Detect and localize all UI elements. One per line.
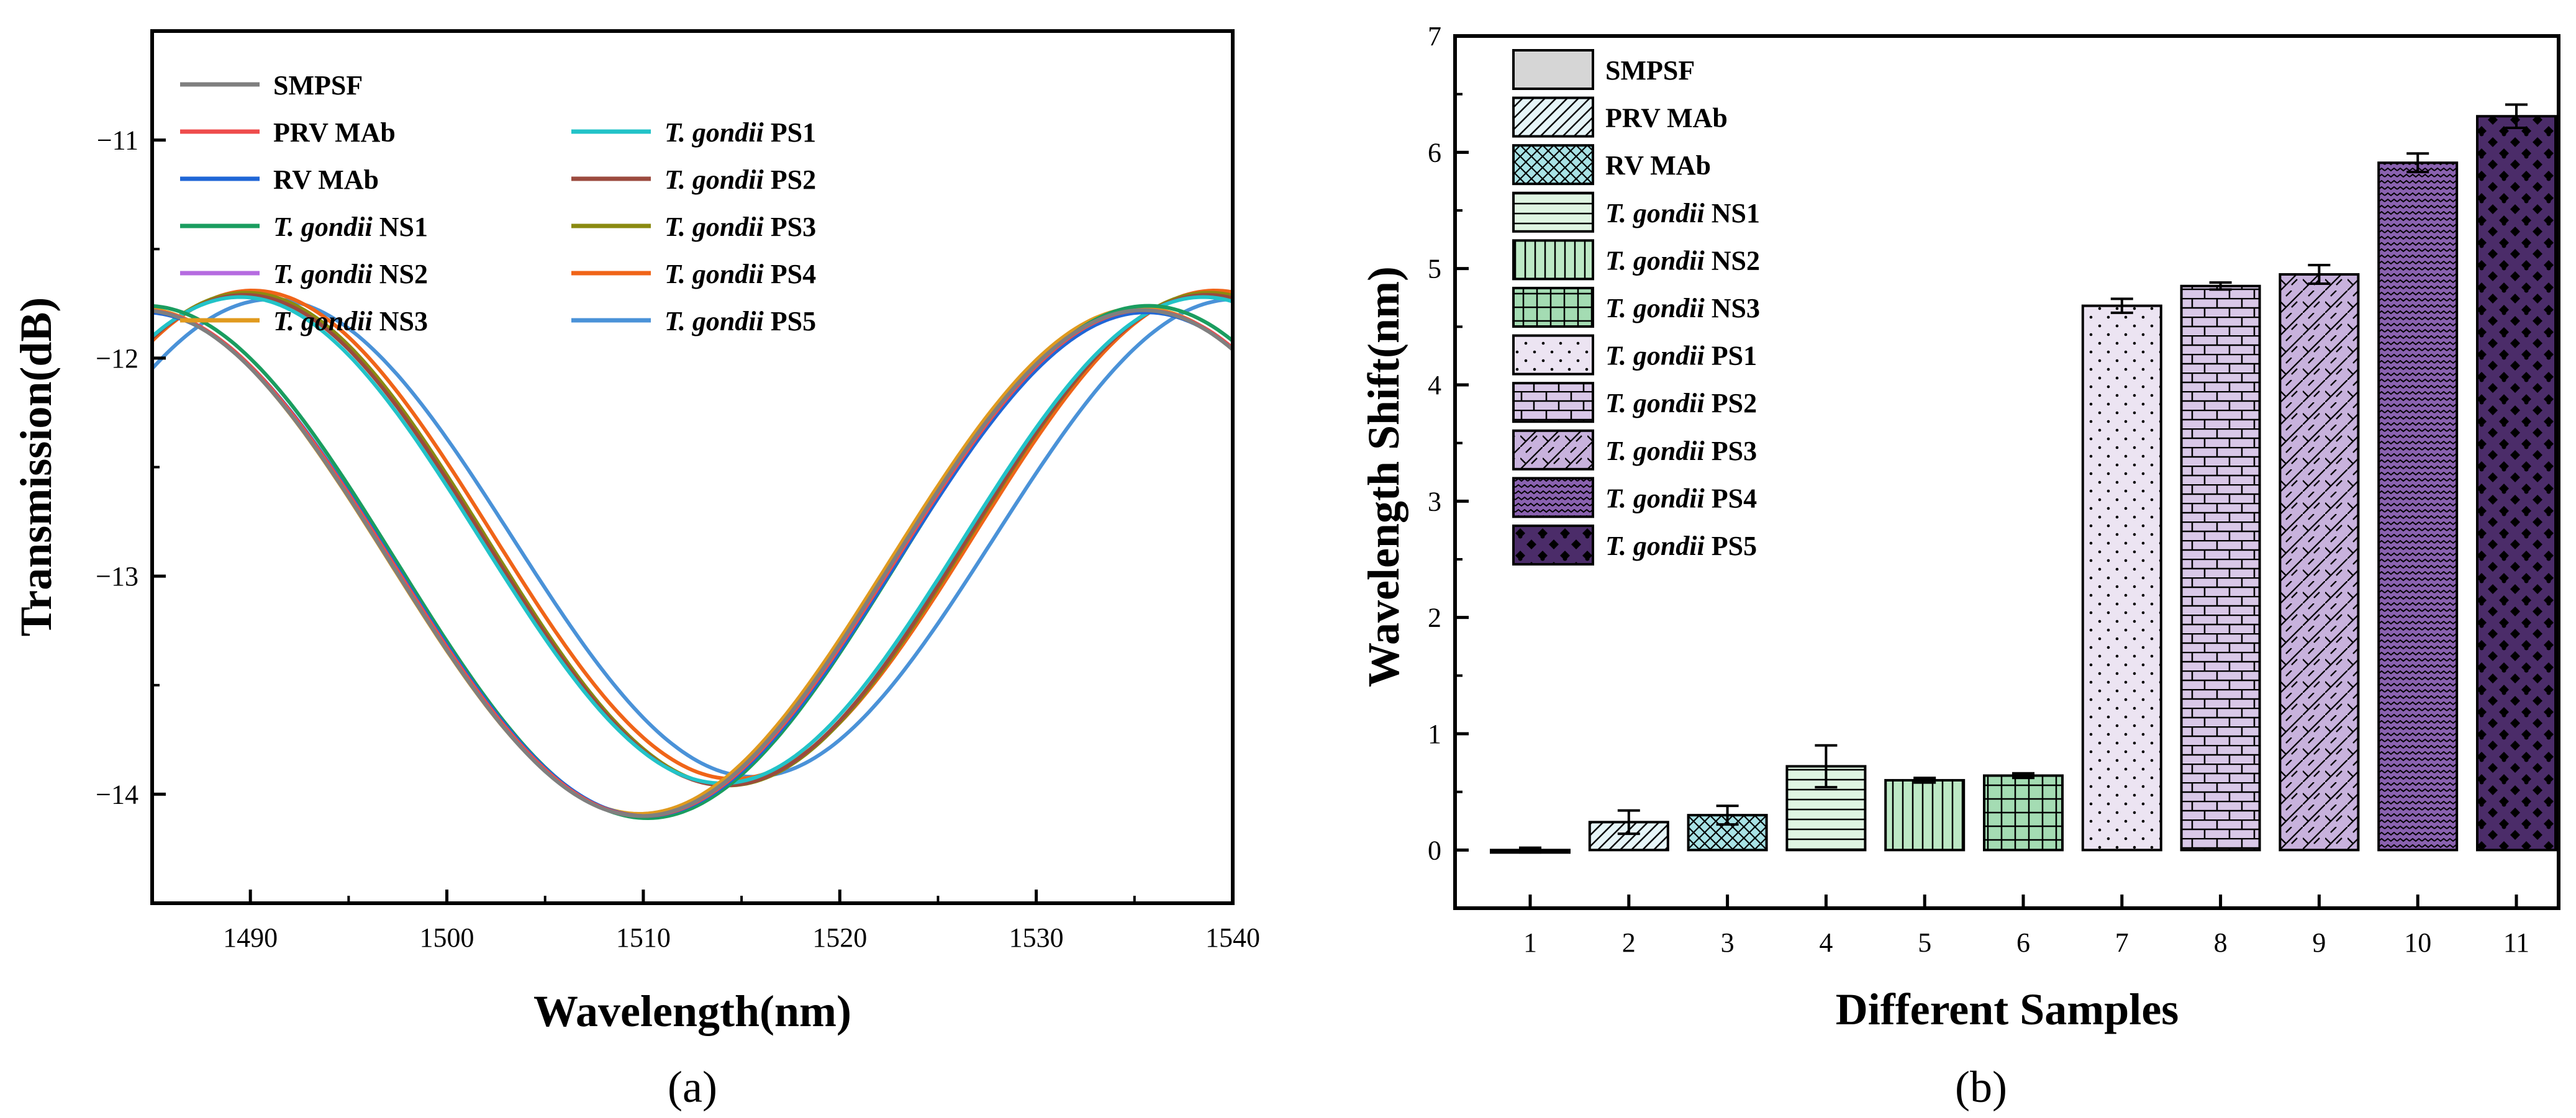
- panel-a-legend-label: T. gondii PS2: [664, 165, 816, 195]
- panel-a-x-tick-label: 1540: [1205, 922, 1260, 953]
- panel-b-legend-label: RV MAb: [1605, 150, 1711, 181]
- panel-a-line-chart: 1490 1500 1510 1520 1530 1540 −14 −13 −12 −11 SMP…: [11, 29, 1260, 1112]
- panel-b-x-tick-label: 1: [1523, 927, 1537, 958]
- panel-a-series-line: [152, 308, 1233, 818]
- panel-a-series-line: [152, 288, 1233, 781]
- panel-b-legend-swatch: [1512, 191, 1594, 233]
- panel-a-legend-label: SMPSF: [273, 70, 363, 101]
- panel-b-legend-swatch: [1512, 287, 1594, 328]
- panel-b-legend-swatch: [1512, 144, 1594, 186]
- panel-a-series-line: [152, 304, 1233, 821]
- panel-b-legend-swatch: [1512, 429, 1594, 471]
- panel-b-x-tick-label: 7: [2115, 927, 2129, 958]
- panel-b-y-tick-label: 0: [1428, 835, 1441, 865]
- panel-a-legend-label: T. gondii PS4: [664, 259, 816, 289]
- panel-b-legend-swatch: [1512, 334, 1594, 376]
- panel-a-y-tick-label: −12: [96, 343, 138, 374]
- panel-b-legend-label: T. gondii PS1: [1605, 341, 1757, 371]
- panel-a-legend-label: PRV MAb: [273, 117, 396, 148]
- panel-b-bars: [1490, 103, 2557, 854]
- panel-a-x-axis-title: Wavelength(nm): [533, 986, 851, 1036]
- panel-b-bar: [2377, 161, 2459, 852]
- panel-b-legend-swatch: [1512, 477, 1594, 518]
- panel-a-series-line: [152, 310, 1233, 818]
- panel-b-bar: [1983, 774, 2064, 852]
- panel-b-y-tick-label: 7: [1428, 21, 1441, 52]
- panel-b-legend-label: SMPSF: [1605, 55, 1695, 86]
- panel-b-legend-swatch: [1512, 525, 1594, 566]
- panel-b-legend-swatch: [1512, 382, 1594, 423]
- panel-b-bar: [2180, 284, 2261, 852]
- panel-a-y-tick-label: −14: [96, 779, 138, 809]
- panel-b-legend-label: T. gondii PS3: [1605, 436, 1757, 466]
- panel-a-x-tick-label: 1520: [812, 922, 867, 953]
- panel-b-x-tick-label: 6: [2016, 927, 2030, 958]
- panel-a-legend-label: T. gondii NS2: [273, 259, 428, 289]
- panel-b-bar: [2279, 273, 2360, 852]
- panel-b-legend-label: T. gondii PS4: [1605, 483, 1757, 513]
- panel-a-series-line: [152, 297, 1233, 779]
- panel-b-y-axis-title: Wavelength Shift(nm): [1359, 266, 1408, 687]
- panel-b-legend-label: PRV MAb: [1605, 103, 1728, 133]
- panel-b-x-tick-label: 4: [1819, 927, 1833, 958]
- panel-b-bar-chart: 0 1 2 3 4 5 6 7 1 2 3 4 5 6 7 8 9 10 11 SMPSF PRV MAb RV MAb…: [1359, 21, 2560, 1112]
- panel-b-y-tick-label: 5: [1428, 254, 1441, 284]
- panel-b-plot-frame: [1453, 34, 2560, 910]
- panel-b-legend-label: T. gondii PS2: [1605, 388, 1757, 418]
- panel-b-legend-label: T. gondii NS1: [1605, 198, 1760, 228]
- panel-a-y-tick-label: −13: [96, 561, 138, 592]
- panel-a-series-line: [152, 306, 1233, 816]
- panel-a-legend-label: T. gondii NS1: [273, 212, 428, 242]
- panel-a-y-tick-label: −11: [97, 125, 138, 156]
- panel-b-legend-label: T. gondii NS2: [1605, 245, 1760, 276]
- panel-b-bar: [2476, 115, 2557, 852]
- panel-a-legend: SMPSF PRV MAb RV MAb T. gondii NS1 T. gondii…: [180, 70, 816, 336]
- panel-a-series-line: [152, 295, 1233, 785]
- panel-b-x-tick-label: 2: [1622, 927, 1636, 958]
- panel-b-y-tick-label: 3: [1428, 486, 1441, 516]
- panel-b-ticks: 0 1 2 3 4 5 6 7 1 2 3 4 5 6 7 8 9 10 11: [1428, 21, 2529, 958]
- panel-a-x-tick-label: 1510: [616, 922, 671, 953]
- panel-b-legend-swatch: [1512, 239, 1594, 281]
- panel-b-x-axis-title: Different Samples: [1836, 985, 2179, 1034]
- panel-b-legend: SMPSF PRV MAb RV MAb T. gondii NS1 T. gondii…: [1512, 49, 1760, 566]
- panel-b-y-tick-label: 4: [1428, 370, 1441, 400]
- panel-a-legend-label: T. gondii PS1: [664, 117, 816, 148]
- panel-b-x-tick-label: 10: [2404, 927, 2431, 958]
- panel-a-legend-label: RV MAb: [273, 165, 379, 195]
- panel-a-legend-label: T. gondii NS3: [273, 306, 428, 336]
- panel-a-y-axis-title: Transmission(dB): [11, 297, 61, 637]
- panel-a-x-tick-label: 1530: [1009, 922, 1064, 953]
- panel-b-x-tick-label: 5: [1918, 927, 1931, 958]
- panel-b-y-tick-label: 1: [1428, 719, 1441, 749]
- panel-a-x-tick-label: 1490: [223, 922, 278, 953]
- panel-a-label: (a): [668, 1062, 717, 1112]
- panel-b-legend-label: T. gondii NS3: [1605, 293, 1760, 323]
- panel-b-bar: [1884, 778, 1966, 852]
- panel-a-legend-label: T. gondii PS5: [664, 306, 816, 336]
- panel-a-curves: [152, 288, 1233, 821]
- panel-a-x-tick-label: 1500: [420, 922, 474, 953]
- panel-b-bar: [2081, 304, 2162, 852]
- panel-b-legend-swatch: [1512, 49, 1594, 90]
- panel-b-y-tick-label: 6: [1428, 137, 1441, 168]
- panel-b-x-tick-label: 9: [2312, 927, 2326, 958]
- panel-a-ticks: 1490 1500 1510 1520 1530 1540 −14 −13 −12 −11: [96, 30, 1260, 953]
- panel-b-x-tick-label: 11: [2503, 927, 2529, 958]
- panel-b-y-tick-label: 2: [1428, 603, 1441, 633]
- panel-b-legend-label: T. gondii PS5: [1605, 531, 1757, 561]
- panel-b-legend-swatch: [1512, 96, 1594, 138]
- panel-a-plot-frame: [150, 29, 1235, 905]
- panel-b-label: (b): [1955, 1062, 2007, 1112]
- panel-a-legend-label: T. gondii PS3: [664, 212, 816, 242]
- panel-a-series-line: [152, 308, 1233, 818]
- panel-b-x-tick-label: 3: [1721, 927, 1735, 958]
- panel-b-x-tick-label: 8: [2214, 927, 2228, 958]
- panel-a-series-line: [152, 308, 1233, 818]
